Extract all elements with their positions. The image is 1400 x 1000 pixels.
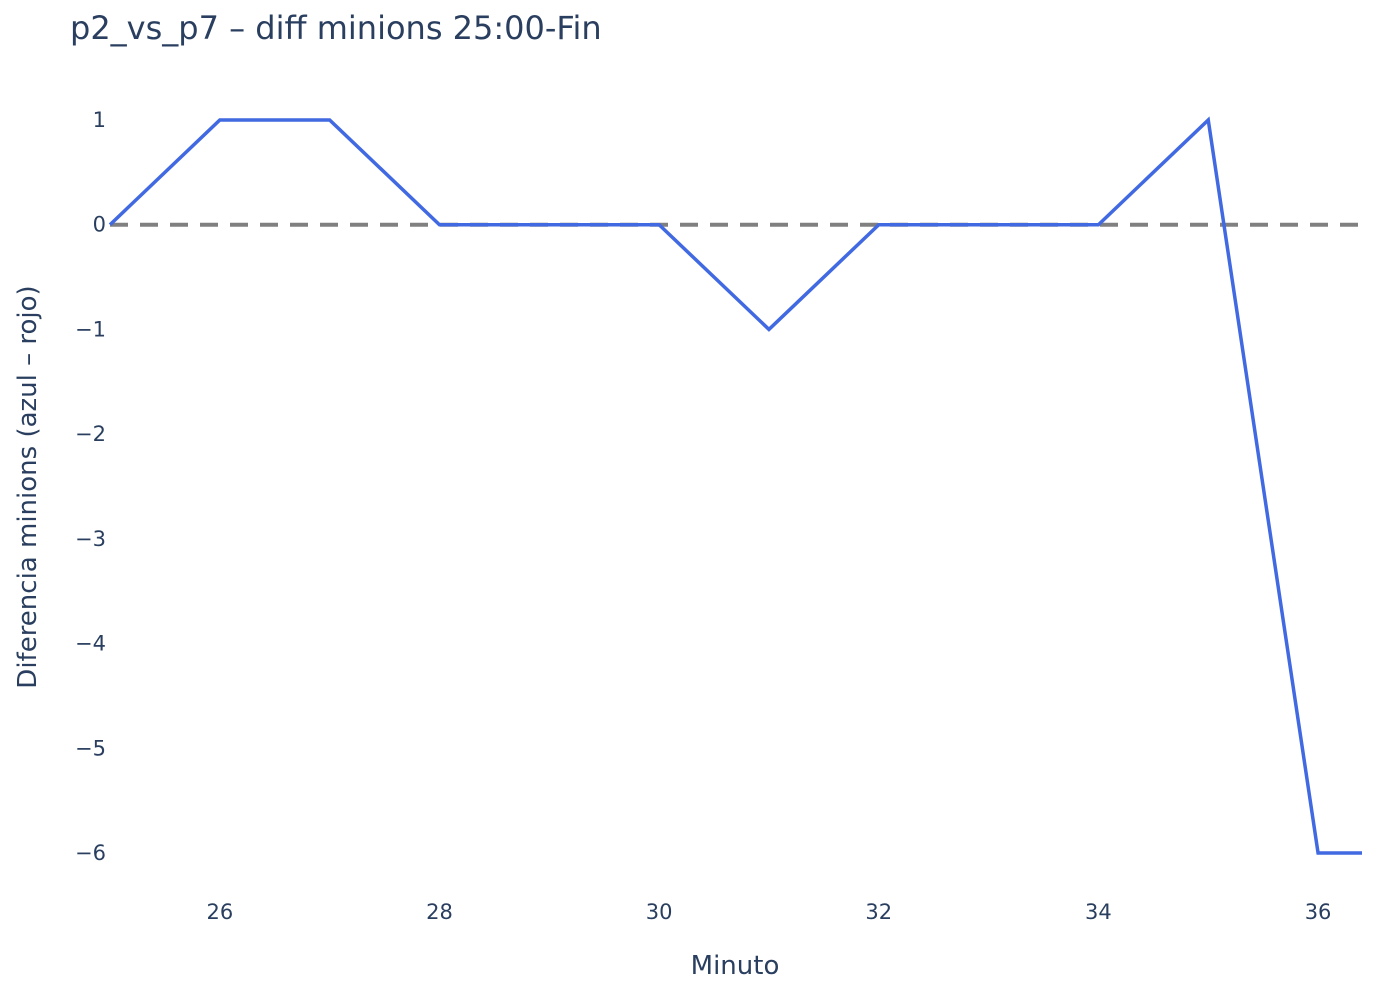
x-axis-title: Minuto [691,951,780,981]
x-tick-label: 30 [646,900,673,924]
x-tick-label: 36 [1305,900,1332,924]
y-axis-ticks: 1 0 −1 −2 −3 −4 −5 −6 [75,108,106,865]
y-axis-title: Diferencia minions (azul – rojo) [13,285,43,688]
y-tick-label: −2 [75,422,106,446]
y-tick-label: 0 [93,213,106,237]
y-tick-label: −3 [75,527,106,551]
x-tick-label: 34 [1085,900,1112,924]
series-line-0 [108,116,1362,855]
y-tick-label: −6 [75,841,106,865]
y-tick-label: −1 [75,317,106,341]
chart-title: p2_vs_p7 – diff minions 25:00-Fin [70,9,602,47]
y-tick-label: −4 [75,632,106,656]
y-tick-label: 1 [93,108,106,132]
x-tick-label: 28 [426,900,453,924]
x-tick-label: 32 [865,900,892,924]
x-tick-label: 26 [206,900,233,924]
x-axis-ticks: 26 28 30 32 34 36 [206,900,1331,924]
plot-area [108,116,1362,855]
y-tick-label: −5 [75,736,106,760]
